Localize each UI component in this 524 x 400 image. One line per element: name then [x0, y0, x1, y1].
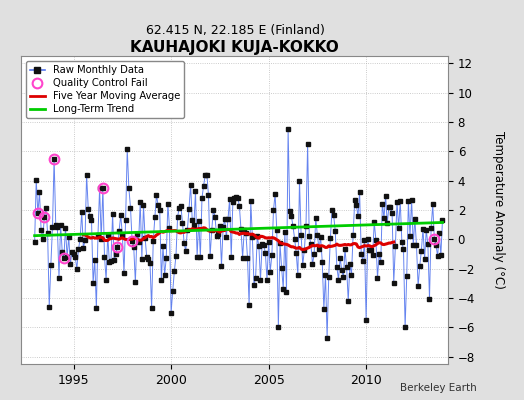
Text: Berkeley Earth: Berkeley Earth [400, 383, 477, 393]
Legend: Raw Monthly Data, Quality Control Fail, Five Year Moving Average, Long-Term Tren: Raw Monthly Data, Quality Control Fail, … [26, 61, 184, 118]
Title: KAUHAJOKI KUJA-KOKKO: KAUHAJOKI KUJA-KOKKO [130, 40, 339, 55]
Text: 62.415 N, 22.185 E (Finland): 62.415 N, 22.185 E (Finland) [146, 24, 325, 37]
Y-axis label: Temperature Anomaly (°C): Temperature Anomaly (°C) [492, 131, 505, 289]
